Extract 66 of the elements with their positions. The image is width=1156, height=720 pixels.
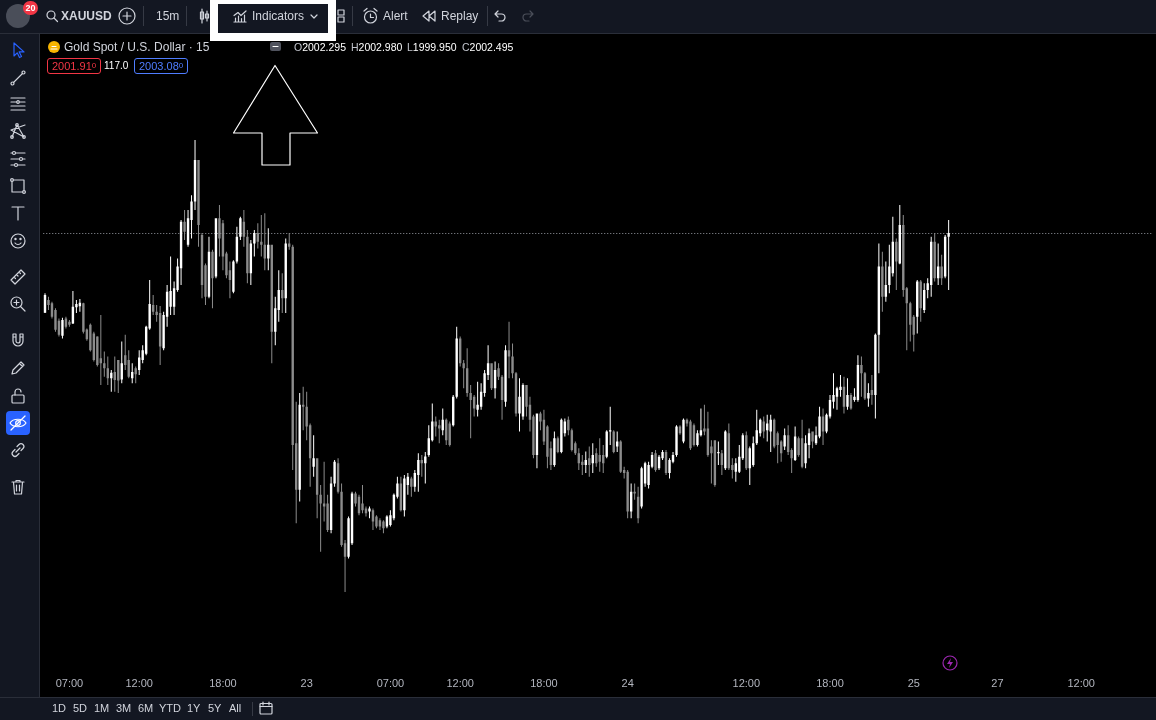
x-tick-label: 18:00: [530, 676, 558, 689]
text: 117.0: [104, 59, 129, 73]
candlestick: [183, 210, 186, 240]
chart-title: Gold Spot / U.S. Dollar · 15: [64, 40, 210, 54]
text: Alert: [383, 9, 408, 23]
candlestick: [881, 251, 884, 312]
candlestick: [504, 345, 507, 407]
x-tick-label: 25: [907, 676, 920, 689]
candlestick: [654, 450, 657, 472]
text: 1Y: [187, 701, 201, 715]
x-tick-label: 12:00: [1067, 676, 1095, 689]
text: 1D: [52, 701, 67, 715]
text: O2002.295: [294, 41, 346, 53]
candlestick: [68, 319, 71, 327]
x-tick-label: 18:00: [816, 676, 844, 689]
candlestick: [553, 431, 556, 467]
candlestick: [99, 314, 103, 385]
candlestick: [410, 476, 413, 497]
text: Indicators: [252, 9, 305, 23]
text: 1M: [94, 701, 110, 715]
candlestick: [518, 378, 521, 432]
text: 5D: [73, 701, 88, 715]
candlestick: [846, 378, 849, 410]
text: 6M: [138, 701, 154, 715]
candlestick: [239, 216, 242, 240]
candlestick: [490, 363, 493, 390]
text: 20: [23, 1, 38, 15]
candlestick: [75, 300, 78, 314]
x-tick-label: 24: [621, 676, 634, 689]
text: 5Y: [208, 701, 222, 715]
candlestick: [417, 453, 420, 492]
candlestick: [368, 506, 371, 519]
x-tick-label: 12:00: [732, 676, 761, 689]
text: H2002.980: [351, 41, 403, 53]
candlestick: [860, 356, 863, 397]
candlestick: [361, 484, 364, 514]
x-tick-label: 18:00: [209, 676, 237, 689]
x-tick-label: 12:00: [125, 676, 153, 689]
text: C2002.495: [462, 41, 514, 53]
candlestick: [947, 220, 950, 291]
text: All: [229, 701, 242, 715]
candlestick: [717, 441, 720, 465]
candlestick: [476, 381, 479, 417]
candlestick: [867, 383, 870, 407]
text: 2003.08$^{0}$: [134, 58, 189, 74]
text: Replay: [441, 9, 479, 23]
candlestick: [783, 428, 786, 451]
candlestick: [895, 238, 898, 291]
x-tick-label: 27: [991, 676, 1004, 689]
text: XAUUSD: [61, 9, 112, 23]
candlestick: [609, 406, 612, 446]
x-tick-label: 07:00: [55, 676, 84, 689]
text: L1999.950: [407, 41, 457, 53]
candlestick: [211, 249, 214, 309]
text: 2001.91$^{0}$: [47, 58, 102, 74]
text: YTD: [159, 701, 181, 715]
candlestick: [253, 229, 256, 257]
candlestick: [940, 254, 943, 286]
x-tick-label: 07:00: [376, 676, 405, 689]
candlestick: [312, 435, 315, 477]
text: 3M: [116, 701, 132, 715]
x-tick-label: 23: [300, 676, 313, 689]
text: 15m: [156, 9, 180, 23]
x-tick-label: 12:00: [446, 676, 474, 689]
candlestick: [382, 520, 385, 534]
candlestick: [497, 363, 500, 381]
